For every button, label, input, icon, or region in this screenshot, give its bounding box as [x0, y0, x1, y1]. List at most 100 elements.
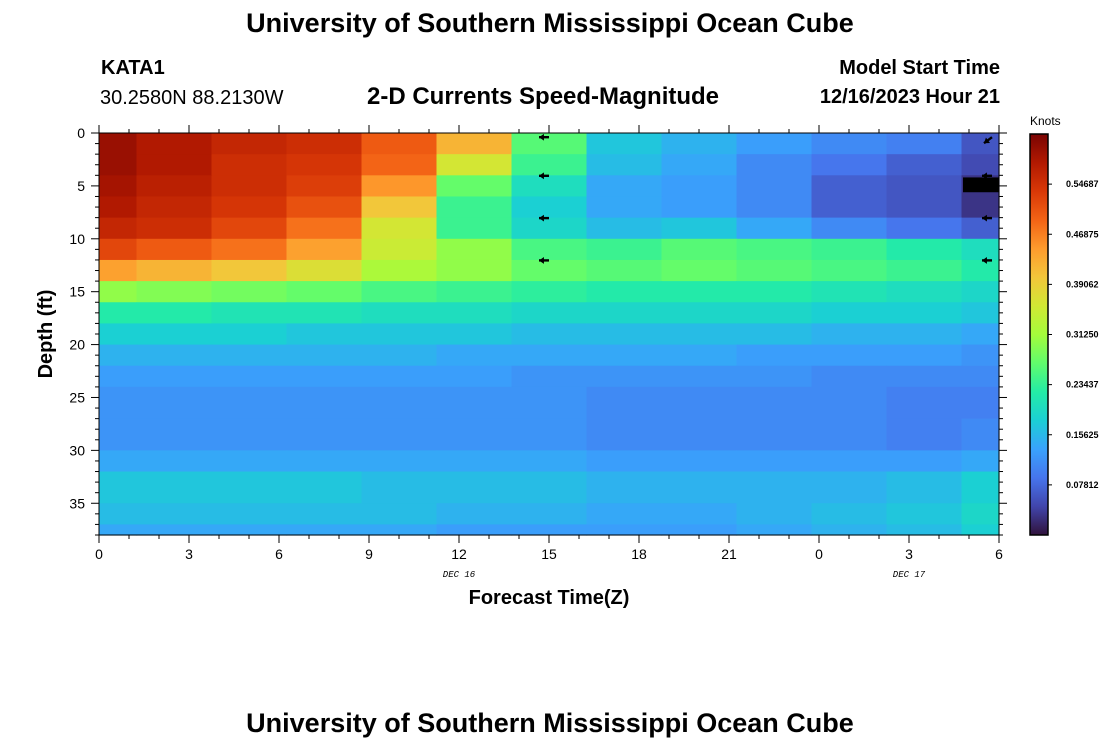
- heatmap-cell: [811, 344, 888, 367]
- heatmap-cell: [99, 154, 138, 176]
- heatmap-cell: [586, 217, 663, 240]
- heatmap-cell: [811, 524, 888, 536]
- heatmap-cell: [811, 133, 888, 155]
- heatmap-cell: [361, 450, 438, 473]
- heatmap-cell: [661, 386, 738, 420]
- heatmap-cell: [736, 175, 813, 198]
- heatmap-cell: [99, 175, 138, 198]
- heatmap-cell: [211, 344, 288, 367]
- heatmap-cell: [886, 418, 963, 451]
- heatmap-cell: [99, 238, 138, 261]
- heatmap-cell: [211, 503, 288, 526]
- heatmap-cell: [436, 344, 513, 367]
- heatmap-cell: [99, 217, 138, 240]
- current-vector-arrow: [982, 214, 992, 222]
- heatmap-cell: [211, 259, 288, 282]
- heatmap-cell: [886, 175, 963, 198]
- heatmap-cell: [361, 259, 438, 282]
- heatmap-cell: [211, 386, 288, 420]
- heatmap-cell: [811, 175, 888, 198]
- heatmap-cell: [211, 133, 288, 155]
- heatmap-cell: [99, 302, 138, 325]
- heatmap-cell: [136, 471, 213, 504]
- heatmap-cell: [361, 524, 438, 536]
- heatmap-cell: [99, 450, 138, 473]
- current-vector-arrow: [539, 257, 549, 264]
- heatmap-cell: [736, 471, 813, 504]
- heatmap-cell: [736, 344, 813, 367]
- heatmap-cell: [136, 154, 213, 176]
- heatmap-cell: [736, 259, 813, 282]
- heatmap-cell: [136, 386, 213, 420]
- heatmap-cell: [886, 281, 963, 303]
- heatmap-cell: [961, 323, 1000, 346]
- heatmap-cell: [661, 418, 738, 451]
- heatmap-cell: [211, 471, 288, 504]
- heatmap-cell: [886, 238, 963, 261]
- heatmap-cell: [811, 238, 888, 261]
- heatmap-cell: [211, 175, 288, 198]
- heatmap-cell: [511, 524, 588, 536]
- heatmap-cell: [136, 524, 213, 536]
- y-tick-label: 5: [77, 178, 85, 194]
- heatmap-cell: [99, 471, 138, 504]
- heatmap-cell: [811, 450, 888, 473]
- x-tick-label: 6: [995, 546, 1003, 562]
- y-tick-label: 0: [77, 125, 85, 141]
- heatmap-cell: [436, 238, 513, 261]
- x-axis-title: Forecast Time(Z): [469, 587, 630, 609]
- heatmap-cell: [211, 418, 288, 451]
- heatmap-cell: [886, 302, 963, 325]
- chart-subtitle: 2-D Currents Speed-Magnitude: [367, 83, 720, 110]
- heatmap-cell: [661, 344, 738, 367]
- heatmap-cell: [511, 450, 588, 473]
- heatmap-cell: [811, 196, 888, 219]
- heatmap-cell: [736, 323, 813, 346]
- heatmap-cell: [736, 302, 813, 325]
- station-id: KATA1: [101, 57, 165, 79]
- heatmap-cell: [811, 154, 888, 176]
- heatmap-cell: [99, 196, 138, 219]
- heatmap-cell: [961, 217, 1000, 240]
- heatmap-cell: [586, 524, 663, 536]
- heatmap-cell: [436, 196, 513, 219]
- footer-title: University of Southern Mississippi Ocean…: [246, 708, 854, 738]
- heatmap-cell: [136, 196, 213, 219]
- heatmap-cell: [961, 154, 1000, 176]
- heatmap-cell: [586, 418, 663, 451]
- heatmap-cell: [436, 365, 513, 388]
- heatmap-cell: [736, 133, 813, 155]
- heatmap-cell: [99, 133, 138, 155]
- heatmap-cell: [361, 418, 438, 451]
- heatmap-cell: [136, 323, 213, 346]
- heatmap-cell: [286, 196, 363, 219]
- heatmap-cell: [286, 154, 363, 176]
- heatmap-cell: [661, 154, 738, 176]
- heatmap-cell: [286, 524, 363, 536]
- heatmap-cell: [361, 217, 438, 240]
- heatmap-cell: [136, 238, 213, 261]
- heatmap-cell: [436, 217, 513, 240]
- heatmap-cell: [361, 386, 438, 420]
- heatmap-cell: [961, 344, 1000, 367]
- colorbar-label: 0.15625: [1066, 430, 1099, 440]
- heatmap-cell: [286, 450, 363, 473]
- heatmap-cell: [361, 154, 438, 176]
- heatmap-cell: [961, 302, 1000, 325]
- heatmap-cell: [961, 133, 1000, 155]
- heatmap-cell: [99, 524, 138, 536]
- heatmap-cell: [286, 281, 363, 303]
- heatmap-cell: [586, 386, 663, 420]
- heatmap-cell: [136, 259, 213, 282]
- date-label: DEC 17: [893, 570, 926, 580]
- heatmap-cell: [511, 133, 588, 155]
- heatmap-cell: [661, 175, 738, 198]
- colorbar-label: 0.23437: [1066, 380, 1099, 390]
- current-vector-arrow: [983, 136, 993, 145]
- heatmap-cell: [286, 133, 363, 155]
- heatmap-cell: [511, 217, 588, 240]
- heatmap-cell: [811, 471, 888, 504]
- y-tick-label: 35: [69, 495, 85, 511]
- heatmap-cell: [586, 238, 663, 261]
